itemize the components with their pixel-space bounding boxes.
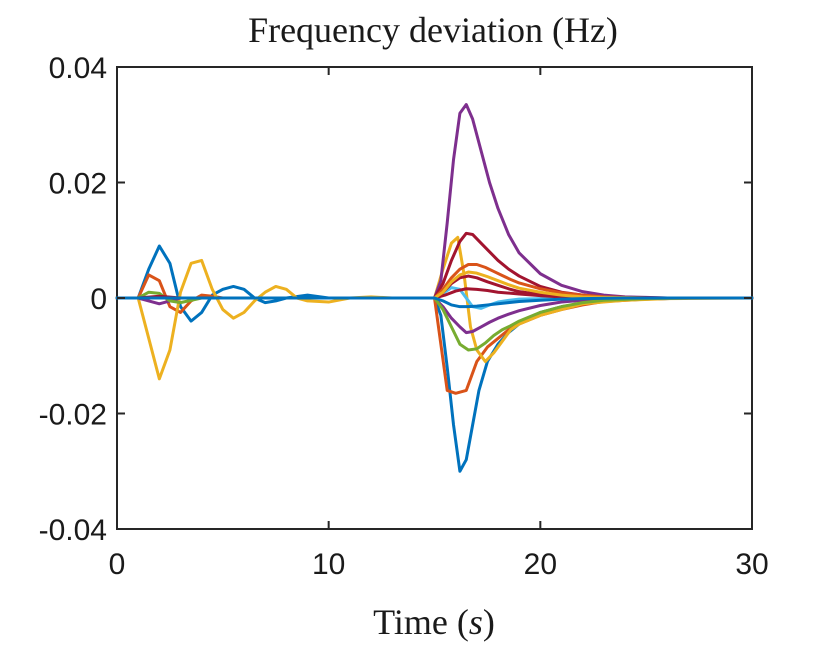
x-tick-label-2: 20	[524, 548, 557, 581]
x-tick-label-3: 30	[735, 548, 768, 581]
y-tick-label-3: 0.02	[49, 168, 107, 201]
ticks-group: 0 10 20 30 -0.04 -0.02 0 0.02 0.04	[39, 52, 769, 581]
x-tick-label-0: 0	[109, 548, 126, 581]
series-group	[115, 103, 754, 473]
x-tick-label-1: 10	[312, 548, 345, 581]
y-tick-label-0: -0.04	[39, 514, 107, 547]
x-axis-label-variable: s	[469, 602, 483, 642]
chart-title: Frequency deviation (Hz)	[248, 10, 618, 50]
series-line-blue-neg-2	[115, 296, 754, 309]
y-tick-label-4: 0.04	[49, 52, 107, 85]
y-tick-label-1: -0.02	[39, 399, 107, 432]
series-line-blue	[115, 244, 754, 473]
x-axis-label-close: )	[483, 602, 495, 642]
x-axis-label-text: Time (	[373, 602, 469, 642]
y-tick-label-2: 0	[90, 283, 107, 316]
series-line-purple	[115, 103, 754, 306]
series-line-green	[115, 290, 754, 352]
x-axis-label: Time (s)	[373, 602, 495, 642]
series-line-orange	[115, 273, 754, 395]
series-line-orange-2	[115, 263, 754, 300]
